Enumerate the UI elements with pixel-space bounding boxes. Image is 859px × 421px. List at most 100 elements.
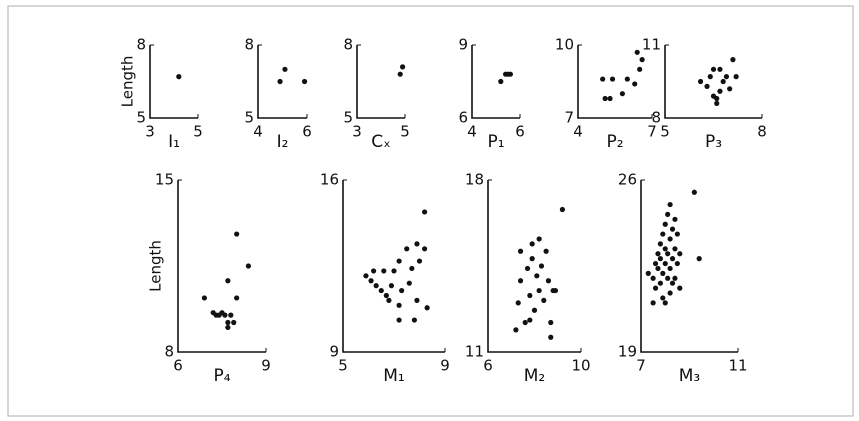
- point: [371, 268, 377, 274]
- x-tick-label: 5: [338, 357, 348, 375]
- point: [609, 76, 616, 82]
- point: [624, 76, 630, 82]
- point: [416, 258, 423, 264]
- point: [363, 273, 369, 279]
- y-tick-label: 8: [164, 343, 174, 361]
- y-tick-label: 15: [155, 171, 174, 189]
- point: [677, 251, 683, 257]
- point: [301, 78, 308, 85]
- point: [513, 327, 519, 333]
- point: [368, 278, 374, 284]
- point: [652, 260, 659, 267]
- point: [176, 74, 182, 80]
- x-tick-label: 4: [253, 123, 263, 141]
- point: [707, 74, 713, 80]
- y-axis-label: Length: [147, 240, 165, 292]
- x-tick-label: 3: [352, 123, 362, 141]
- point: [522, 319, 528, 326]
- axes: [487, 180, 581, 353]
- point: [652, 285, 659, 291]
- point: [619, 91, 626, 97]
- y-tick-label: 8: [244, 36, 254, 54]
- point: [672, 246, 678, 252]
- point: [536, 236, 542, 242]
- point: [396, 258, 402, 264]
- point: [665, 275, 671, 281]
- x-tick-label: 4: [467, 123, 477, 141]
- point: [710, 66, 717, 72]
- point: [672, 216, 678, 222]
- point: [545, 278, 552, 284]
- point: [517, 278, 524, 284]
- point: [669, 280, 676, 286]
- x-tick-label: 3: [145, 123, 155, 141]
- point: [655, 251, 661, 257]
- axes: [342, 180, 445, 353]
- point: [717, 66, 723, 72]
- point: [657, 241, 664, 247]
- point: [660, 270, 666, 276]
- point: [717, 88, 723, 94]
- point: [400, 64, 406, 70]
- x-axis-label: P₄: [213, 366, 230, 386]
- point: [650, 300, 656, 306]
- point: [388, 283, 395, 289]
- y-tick-label: 10: [555, 36, 574, 54]
- axes: [177, 180, 266, 353]
- x-tick-label: 9: [440, 357, 450, 375]
- y-tick-label: 16: [320, 171, 339, 189]
- y-tick-label: 9: [458, 36, 468, 54]
- point: [657, 280, 664, 286]
- point: [222, 312, 228, 318]
- frame: [7, 5, 854, 417]
- point: [225, 278, 231, 284]
- point: [662, 246, 668, 252]
- y-tick-label: 9: [329, 343, 339, 361]
- point: [696, 256, 702, 262]
- point: [541, 297, 547, 303]
- point: [234, 231, 240, 237]
- x-tick-label: 10: [571, 357, 590, 375]
- point: [667, 290, 673, 296]
- point: [507, 71, 513, 77]
- point: [669, 256, 676, 262]
- x-axis-label: M₂: [524, 366, 545, 386]
- point: [691, 189, 697, 195]
- x-tick-label: 6: [173, 357, 183, 375]
- point: [639, 57, 645, 63]
- point: [543, 248, 549, 254]
- point: [672, 275, 678, 281]
- point: [406, 280, 412, 286]
- point: [216, 312, 222, 318]
- y-tick-label: 18: [465, 171, 484, 189]
- point: [674, 260, 680, 267]
- point: [231, 319, 237, 326]
- point: [548, 334, 554, 340]
- point: [602, 95, 608, 102]
- point: [650, 275, 656, 281]
- point: [383, 292, 389, 299]
- point: [386, 297, 392, 303]
- point: [396, 317, 402, 323]
- y-tick-label: 19: [618, 343, 637, 361]
- point: [529, 241, 535, 247]
- point: [538, 263, 545, 269]
- point: [720, 78, 726, 85]
- x-axis-label: M₃: [679, 366, 700, 386]
- point: [645, 270, 651, 276]
- x-axis-label: I₁: [168, 132, 180, 152]
- x-tick-label: 11: [728, 357, 747, 375]
- point: [498, 78, 504, 85]
- point: [674, 231, 680, 237]
- point: [552, 287, 559, 294]
- y-tick-label: 11: [642, 36, 661, 54]
- point: [225, 324, 231, 331]
- x-tick-label: 7: [636, 357, 646, 375]
- point: [234, 295, 240, 301]
- point: [245, 263, 251, 269]
- y-tick-label: 8: [136, 36, 146, 54]
- point: [733, 74, 739, 80]
- y-axis-label: Length: [119, 56, 137, 108]
- point: [714, 95, 720, 102]
- axes: [664, 45, 762, 119]
